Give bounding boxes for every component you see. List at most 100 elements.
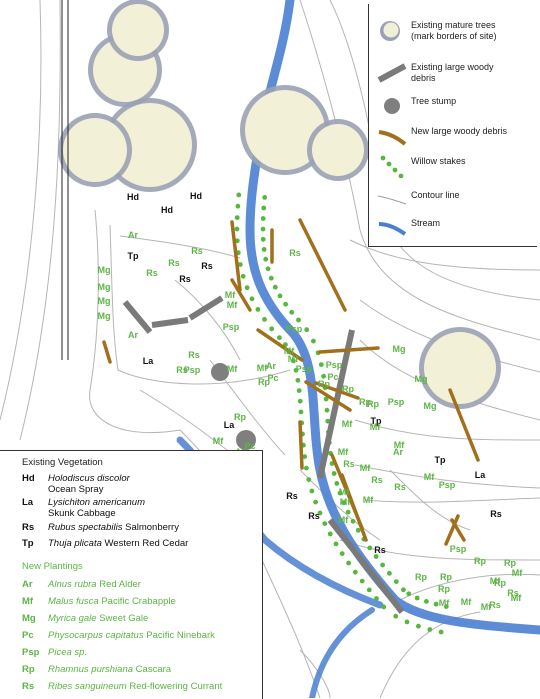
new-planting-label: Rp [367, 399, 379, 409]
tree-stump [236, 430, 256, 450]
veg-latin: Rubus spectabilis [48, 522, 123, 533]
tree-stump [211, 363, 229, 381]
veg-code: Rp [22, 664, 35, 675]
new-woody-debris [256, 328, 304, 362]
veg-common: Red Alder [99, 579, 141, 590]
existing-plant-label: Hd [161, 205, 173, 215]
willow-stake [321, 373, 326, 379]
legend-row-new-debris: New large woody debris [369, 124, 537, 148]
veg-common: Cascara [135, 664, 172, 675]
veg-code: Ar [22, 579, 33, 590]
veg-common: Salmonberry [125, 522, 179, 533]
contour-line [19, 0, 61, 441]
new-planting-label: Rs [489, 600, 501, 610]
new-planting-label: Mf [363, 495, 374, 505]
tree-canopy [112, 4, 164, 56]
new-planting-label: Rs [176, 365, 188, 375]
willow-stake [352, 569, 358, 575]
willow-stake [295, 377, 301, 383]
legend-label-new-debris: New large woody debris [411, 126, 508, 136]
new-planting-label: Mf [360, 463, 371, 473]
existing-plant-label: Rs [201, 261, 213, 271]
existing-woody-debris [122, 300, 153, 334]
willow-stake [414, 595, 420, 601]
new-planting-label: Rs [191, 246, 203, 256]
willow-stake [350, 518, 356, 524]
new-woody-debris [318, 346, 380, 354]
new-planting-label: Mf [461, 597, 472, 607]
existing-plant-label: La [143, 356, 154, 366]
existing-plant-label: Tp [435, 455, 446, 465]
willow-stake [345, 509, 351, 515]
new-woody-debris [230, 278, 252, 312]
willow-stake [306, 477, 312, 482]
contour-line [354, 464, 540, 489]
veg-code: Rs [22, 681, 35, 692]
veg-code: Rs [22, 522, 35, 533]
new-planting-label: Mf [225, 290, 236, 300]
willow-stake [393, 613, 399, 619]
veg-code: Tp [22, 538, 34, 549]
willow-stake [359, 578, 365, 584]
contour-line [299, 0, 540, 341]
new-planting-label: Mg [415, 374, 428, 384]
willow-stake [387, 570, 392, 576]
willow-stake [404, 619, 410, 625]
willow-stakes-icon [380, 155, 404, 178]
willow-stake [313, 499, 318, 505]
willow-stake [309, 488, 315, 494]
willow-stake [249, 296, 255, 302]
new-planting-label: Pc [244, 441, 255, 451]
mature-tree-icon [107, 0, 169, 61]
willow-stake [380, 562, 385, 568]
legend-row-contour: Contour line [369, 188, 537, 212]
existing-woody-debris [151, 317, 189, 328]
willow-stake [424, 599, 429, 604]
new-planting-label: Pc [267, 373, 278, 383]
new-planting-label: Mf [394, 440, 405, 450]
willow-stake [277, 335, 282, 341]
new-planting-label: Mg [424, 401, 437, 411]
willow-stake [374, 596, 379, 601]
tree-canopy [312, 124, 364, 176]
legend-label-stream: Stream [411, 218, 441, 228]
existing-vegetation-title: Existing Vegetation [22, 457, 103, 468]
veg-code: Mg [22, 613, 36, 624]
new-planting-label: Rs [371, 475, 383, 485]
legend-row-stream: Stream [369, 216, 537, 240]
new-planting-label: Mf [424, 472, 435, 482]
new-planting-label: Mf [227, 300, 238, 310]
willow-stake [234, 215, 240, 221]
willow-stake [289, 309, 295, 315]
existing-plant-label: Rs [179, 274, 191, 284]
willow-stake [255, 307, 261, 312]
willow-stake [322, 521, 328, 526]
legend-label-existing-debris: Existing large woody debris [411, 62, 494, 83]
new-planting-label: Mf [481, 602, 492, 612]
willow-stake [334, 481, 340, 486]
willow-stake [261, 247, 267, 252]
willow-stake [317, 510, 323, 516]
contour-line [364, 497, 540, 503]
willow-stake [318, 362, 324, 367]
new-planting-label: Mf [370, 422, 381, 432]
contour-line [389, 469, 471, 531]
willow-stake [263, 256, 269, 262]
existing-woody-debris [327, 518, 405, 614]
legend-label-contour: Contour line [411, 190, 460, 200]
tree-canopy [424, 332, 496, 404]
existing-plant-label: La [475, 470, 486, 480]
new-woody-debris [298, 420, 304, 470]
willow-stake [355, 527, 361, 533]
veg-code: Mf [22, 596, 34, 607]
willow-stake [333, 541, 339, 547]
new-planting-label: Rp [438, 584, 450, 594]
veg-latin: Myrica gale [48, 613, 97, 624]
new-planting-label: Mf [284, 346, 295, 356]
new-planting-label: Mf [338, 447, 349, 457]
new-planting-label: Rp [504, 558, 516, 568]
new-planting-label: Mg [98, 265, 111, 275]
willow-stake [304, 465, 309, 471]
